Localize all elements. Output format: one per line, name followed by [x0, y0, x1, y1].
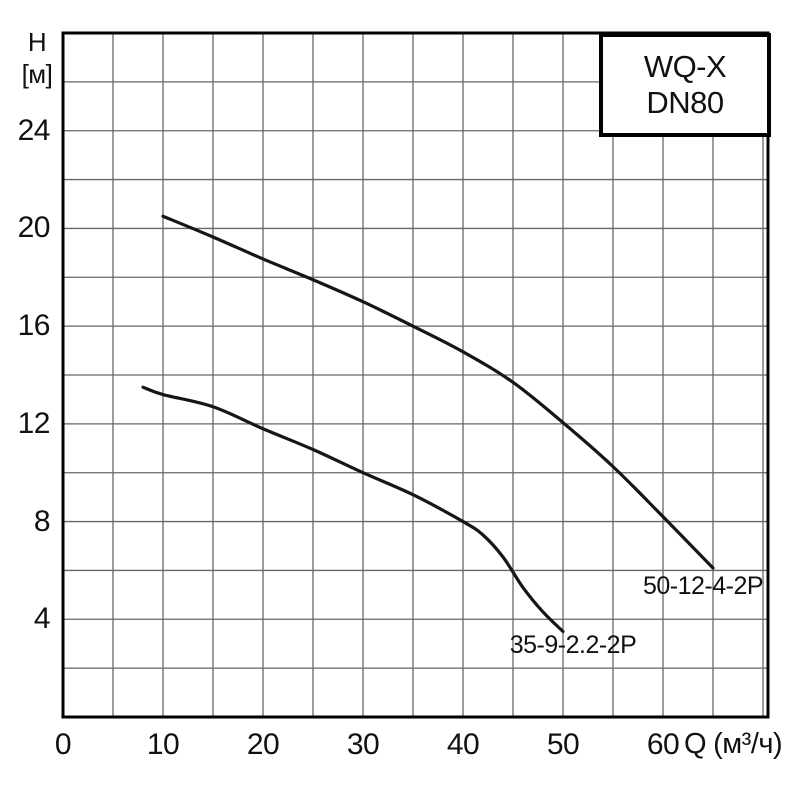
x-axis-name: Q [684, 728, 707, 760]
y-tick-label: 20 [17, 211, 51, 245]
x-axis-unit: (м³/ч) [713, 728, 783, 760]
x-tick-label: 40 [446, 728, 480, 761]
x-tick-label: 50 [546, 728, 580, 761]
model-title-line1: WQ-X [643, 49, 727, 84]
x-tick-label: 30 [346, 728, 380, 761]
model-title-line2: DN80 [646, 85, 724, 120]
y-axis-unit: [м] [21, 59, 53, 89]
y-tick-label: 12 [17, 406, 51, 440]
x-tick-label: 20 [246, 728, 280, 761]
x-axis-label: Q (м³/ч) [684, 727, 783, 761]
x-tick-label: 60 [646, 728, 680, 761]
plot-border [61, 31, 770, 719]
x-tick-label: 10 [146, 728, 180, 761]
curve-label-0: 50-12-4-2P [642, 572, 764, 601]
y-tick-label: 16 [17, 309, 51, 343]
pump-curve-0 [161, 214, 715, 570]
x-tick-label: 0 [54, 728, 72, 761]
y-axis-name: H [27, 27, 47, 57]
model-title-box: WQ-X DN80 [599, 33, 771, 137]
pump-curve-1 [141, 385, 565, 634]
y-tick-label: 4 [33, 602, 51, 636]
y-tick-label: 24 [17, 113, 51, 147]
curve-label-1: 35-9-2.2-2P [509, 630, 637, 659]
y-tick-label: 8 [33, 504, 51, 538]
